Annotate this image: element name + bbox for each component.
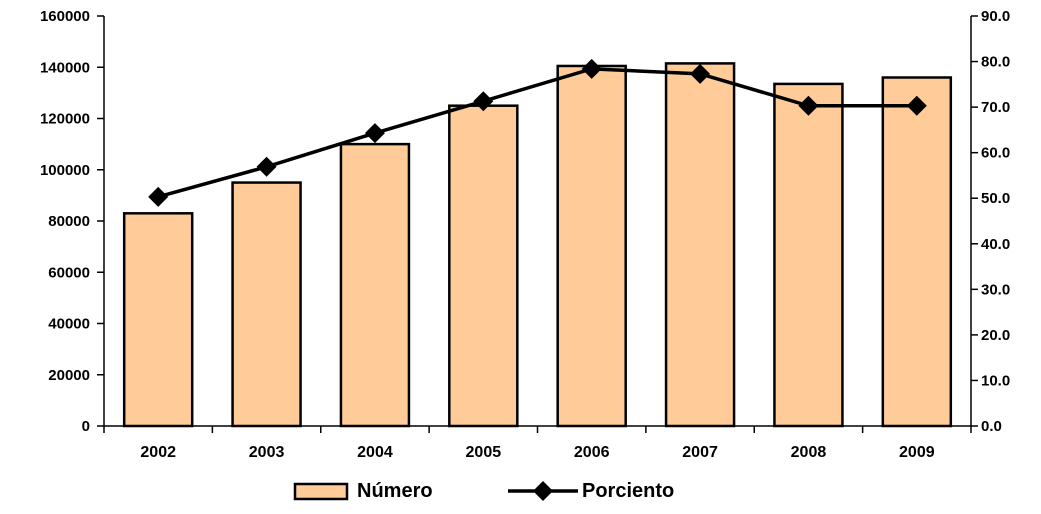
bar-2003 (231, 181, 302, 428)
left-tick-label: 120000 (40, 111, 90, 128)
left-tick-label: 60000 (48, 264, 90, 281)
bar-2008 (773, 82, 844, 428)
right-tick-label: 10.0 (981, 372, 1010, 389)
x-tick-label-2004: 2004 (357, 444, 393, 461)
bar-2002 (122, 212, 194, 428)
bar-2005 (448, 104, 519, 428)
line-layer (148, 58, 927, 207)
point-2003 (256, 156, 277, 177)
bar-2007 (664, 62, 736, 428)
line-porciento (157, 67, 917, 199)
point-2002 (148, 186, 169, 207)
legend: Número Porciento (293, 480, 674, 502)
point-2007 (690, 63, 711, 84)
bar-2006 (556, 64, 627, 428)
right-tick-label: 40.0 (981, 236, 1010, 253)
right-tick-label: 80.0 (981, 54, 1010, 71)
right-tick-label: 60.0 (981, 145, 1010, 162)
bar-2009 (881, 76, 953, 428)
legend-swatch-marker-porciento (533, 481, 553, 501)
left-tick-label: 140000 (40, 59, 90, 76)
x-tick-label-2008: 2008 (791, 444, 827, 461)
x-tick-label-2009: 2009 (899, 444, 935, 461)
point-2006 (581, 58, 602, 79)
left-tick-label: 40000 (48, 316, 90, 333)
right-tick-label: 50.0 (981, 190, 1010, 207)
bars-layer (122, 62, 953, 428)
x-tick-label-2006: 2006 (574, 444, 610, 461)
right-tick-label: 20.0 (981, 327, 1010, 344)
right-tick-label: 0.0 (981, 418, 1002, 435)
point-2008 (798, 95, 819, 116)
left-tick-label: 80000 (48, 213, 90, 230)
point-2005 (473, 91, 494, 112)
point-2009 (906, 95, 927, 116)
right-tick-label: 30.0 (981, 281, 1010, 298)
x-tick-label-2005: 2005 (466, 444, 502, 461)
x-tick-label-2007: 2007 (682, 444, 718, 461)
bar-2004 (339, 142, 411, 428)
legend-swatch-numero (293, 482, 349, 501)
axes-layer: 0 20000 40000 60000 80000 100000 120000 140000 1… (40, 8, 1010, 461)
legend-label-porciento: Porciento (582, 480, 674, 502)
x-tick-label-2002: 2002 (140, 444, 176, 461)
right-tick-label: 70.0 (981, 99, 1010, 116)
point-2004 (364, 123, 385, 144)
left-tick-label: 20000 (48, 367, 90, 384)
left-tick-label: 100000 (40, 162, 90, 179)
right-tick-label: 90.0 (981, 8, 1010, 25)
x-tick-label-2003: 2003 (249, 444, 285, 461)
legend-label-numero: Número (357, 480, 433, 502)
left-tick-label: 0 (82, 418, 90, 435)
left-tick-label: 160000 (40, 8, 90, 25)
